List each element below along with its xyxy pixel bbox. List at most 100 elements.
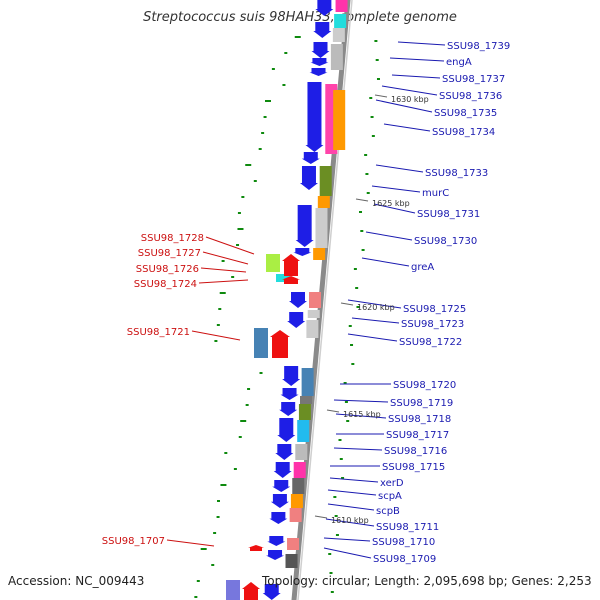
cog-bar — [285, 554, 298, 568]
gc-dot — [334, 515, 338, 517]
cog-bar — [333, 90, 346, 150]
gc-dot — [241, 196, 245, 198]
reverse-gene-arrow — [270, 330, 290, 358]
gc-dot — [236, 244, 240, 246]
gc-dot — [214, 340, 218, 342]
gc-dot — [213, 532, 217, 534]
leader-line — [389, 57, 445, 62]
forward-gene-label: SSU98_1739 — [447, 41, 510, 52]
forward-gene-label: scpA — [378, 491, 402, 502]
forward-gene-arrow — [266, 550, 285, 560]
gc-dot — [263, 116, 267, 118]
cog-bar — [309, 292, 321, 308]
forward-gene-arrow — [279, 402, 298, 416]
kbp-tick — [355, 198, 369, 202]
kbp-markers: 1630 kbp 1625 kbp 1620 kbp 1615 kbp 1610 kbp — [314, 94, 429, 525]
gc-dot — [344, 401, 348, 403]
gc-dot — [245, 164, 252, 166]
leader-line — [329, 477, 379, 483]
kbp-label: 1615 kbp — [343, 410, 381, 419]
forward-gene-label: SSU98_1725 — [403, 304, 466, 315]
gc-dot — [376, 78, 380, 80]
forward-gene-label: SSU98_1709 — [373, 554, 436, 565]
forward-gene-label: murC — [422, 188, 449, 199]
gc-dot — [350, 344, 354, 346]
gc-dot — [341, 477, 345, 479]
gc-dot — [200, 548, 207, 550]
leader-line — [327, 503, 375, 511]
forward-gene-arrow — [262, 584, 281, 600]
gc-dot — [220, 484, 227, 486]
kbp-label: 1625 kbp — [372, 199, 410, 208]
forward-gene-label: SSU98_1734 — [432, 127, 495, 138]
gc-dot — [364, 154, 368, 156]
cog-bar — [276, 274, 290, 282]
forward-gene-arrow — [310, 58, 329, 66]
gc-dot — [271, 68, 275, 70]
gc-dot — [339, 458, 343, 460]
forward-gene-arrow — [287, 312, 306, 328]
leader-line — [381, 85, 438, 96]
forward-gene-label: xerD — [380, 478, 404, 489]
forward-gene-label: SSU98_1716 — [384, 446, 447, 457]
reverse-gene-arrow — [242, 582, 260, 600]
forward-gene-arrow — [277, 418, 296, 442]
forward-gene-label: SSU98_1711 — [376, 522, 439, 533]
gc-dot — [221, 260, 225, 262]
cog-bar — [313, 248, 326, 260]
forward-gene-label: engA — [446, 57, 472, 68]
cog-bar — [295, 444, 308, 460]
gc-dot — [333, 496, 337, 498]
forward-gene-arrow — [295, 205, 314, 247]
kbp-tick — [314, 515, 328, 519]
gc-dot — [330, 591, 334, 593]
cog-bar — [254, 328, 268, 358]
reverse-gene-label: SSU98_1707 — [102, 536, 165, 547]
forward-gene-label: SSU98_1720 — [393, 380, 456, 391]
cog-color-bars — [226, 0, 348, 600]
forward-gene-label: SSU98_1730 — [414, 236, 477, 247]
forward-gene-label: SSU98_1736 — [439, 91, 502, 102]
gc-dot — [353, 268, 357, 270]
forward-gene-label: SSU98_1719 — [390, 398, 453, 409]
leader-line — [191, 330, 241, 341]
kbp-label: 1620 kbp — [357, 303, 395, 312]
forward-gene-arrow — [299, 166, 318, 190]
cog-bar — [317, 196, 330, 208]
leader-line — [335, 413, 387, 419]
forward-gene-arrow — [315, 0, 334, 16]
gc-dot — [355, 287, 359, 289]
gc-dot — [233, 468, 237, 470]
leader-line — [391, 74, 441, 79]
forward-gene-arrow — [289, 292, 307, 308]
topology-text: Topology: circular; Length: 2,095,698 bp… — [262, 574, 592, 588]
leader-line — [323, 547, 372, 559]
leader-line — [327, 489, 377, 496]
leader-line — [202, 251, 249, 265]
forward-gene-label: SSU98_1735 — [434, 108, 497, 119]
gc-dot — [328, 553, 332, 555]
gene-arrows — [242, 0, 334, 600]
accession-text: Accession: NC_009443 — [8, 574, 145, 588]
kbp-label: 1630 kbp — [391, 95, 429, 104]
forward-gene-label: SSU98_1715 — [382, 462, 445, 473]
leader-line — [333, 399, 389, 403]
gc-dot — [265, 100, 271, 102]
gc-dot — [356, 306, 360, 308]
gc-dot — [196, 580, 200, 582]
gc-content-dots — [194, 36, 380, 598]
forward-gene-arrow — [309, 68, 328, 76]
kbp-tick — [374, 94, 388, 98]
gc-dot — [351, 363, 355, 365]
forward-gene-arrow — [313, 22, 332, 38]
forward-gene-label: SSU98_1710 — [372, 537, 435, 548]
gc-dot — [338, 439, 342, 441]
gc-dot — [360, 230, 364, 232]
forward-gene-label: SSU98_1731 — [417, 209, 480, 220]
leader-line — [325, 518, 375, 527]
cog-bar — [289, 508, 302, 522]
gc-dot — [343, 382, 347, 384]
cog-bar — [300, 396, 312, 404]
gene-labels: SSU98_1739 engA SSU98_1737 SSU98_1736 SSU98_… — [102, 41, 510, 565]
gc-dot — [258, 148, 262, 150]
